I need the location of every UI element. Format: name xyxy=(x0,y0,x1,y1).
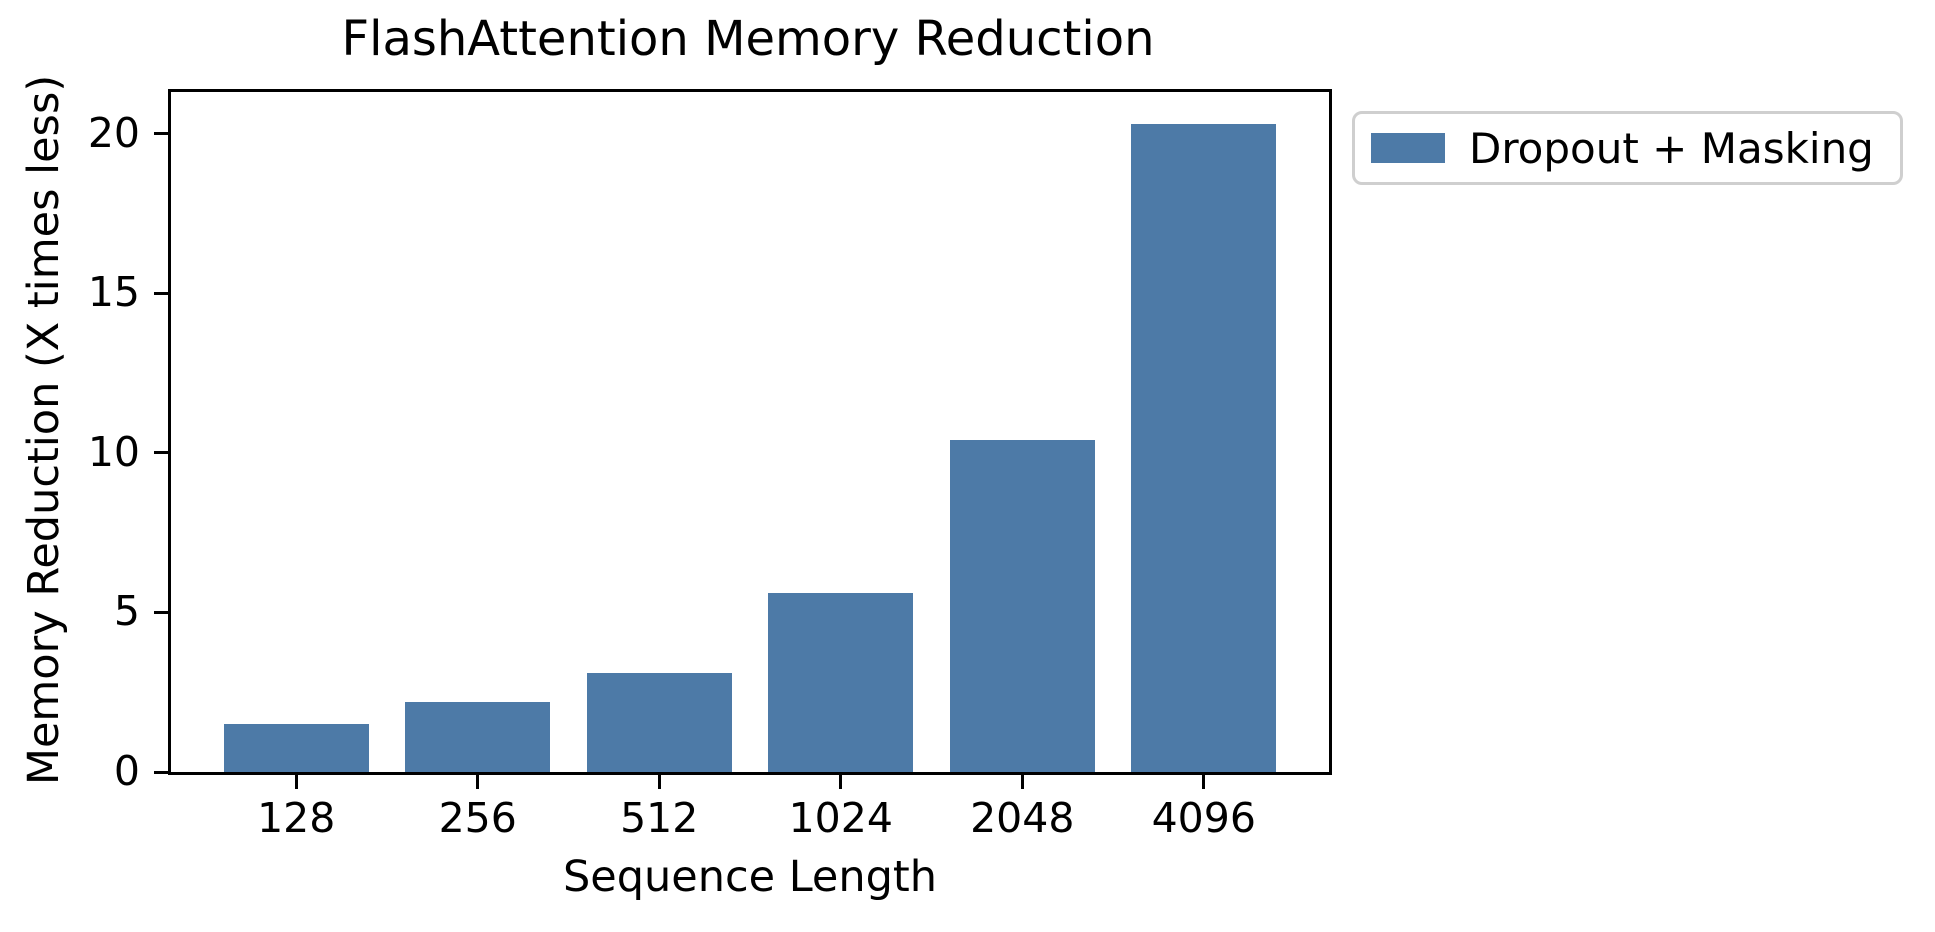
bar-128 xyxy=(223,724,369,772)
x-tick-label-2048: 2048 xyxy=(970,794,1075,842)
y-tick-label-5: 5 xyxy=(113,587,140,636)
legend: Dropout + Masking xyxy=(1352,111,1903,185)
y-tick-15 xyxy=(154,291,168,295)
x-tick-label-512: 512 xyxy=(620,794,699,842)
bar-512 xyxy=(586,673,732,772)
legend-entry-label: Dropout + Masking xyxy=(1469,123,1874,173)
x-tick-1024 xyxy=(839,775,843,789)
bar-2048 xyxy=(949,439,1095,772)
y-tick-label-20: 20 xyxy=(87,108,140,157)
plot-area: Sequence Length 128 256 512 1024 2048 4096 0 5 1… xyxy=(88,89,1332,902)
x-tick-256 xyxy=(476,775,480,789)
x-tick-128 xyxy=(294,775,298,789)
y-tick-10 xyxy=(154,451,168,455)
y-tick-20 xyxy=(154,132,168,135)
x-tick-label-128: 128 xyxy=(257,794,336,842)
legend-swatch-icon xyxy=(1371,133,1445,163)
chart-title: FlashAttention Memory Reduction xyxy=(341,11,1155,67)
y-tick-5 xyxy=(154,610,168,614)
x-tick-label-1024: 1024 xyxy=(788,794,893,842)
x-tick-2048 xyxy=(1020,775,1024,789)
x-tick-label-4096: 4096 xyxy=(1151,794,1256,842)
bar-4096 xyxy=(1131,123,1277,772)
y-tick-label-0: 0 xyxy=(113,747,140,796)
y-tick-label-10: 10 xyxy=(87,427,140,476)
y-tick-label-15: 15 xyxy=(87,268,140,317)
x-axis-label: Sequence Length xyxy=(562,852,938,902)
x-tick-512 xyxy=(657,775,661,789)
bar-256 xyxy=(405,701,551,772)
y-axis-label: Memory Reduction (X times less) xyxy=(19,74,69,786)
x-tick-4096 xyxy=(1202,775,1206,789)
x-tick-label-256: 256 xyxy=(438,794,517,842)
y-tick-0 xyxy=(154,770,168,774)
bar-1024 xyxy=(768,593,914,772)
